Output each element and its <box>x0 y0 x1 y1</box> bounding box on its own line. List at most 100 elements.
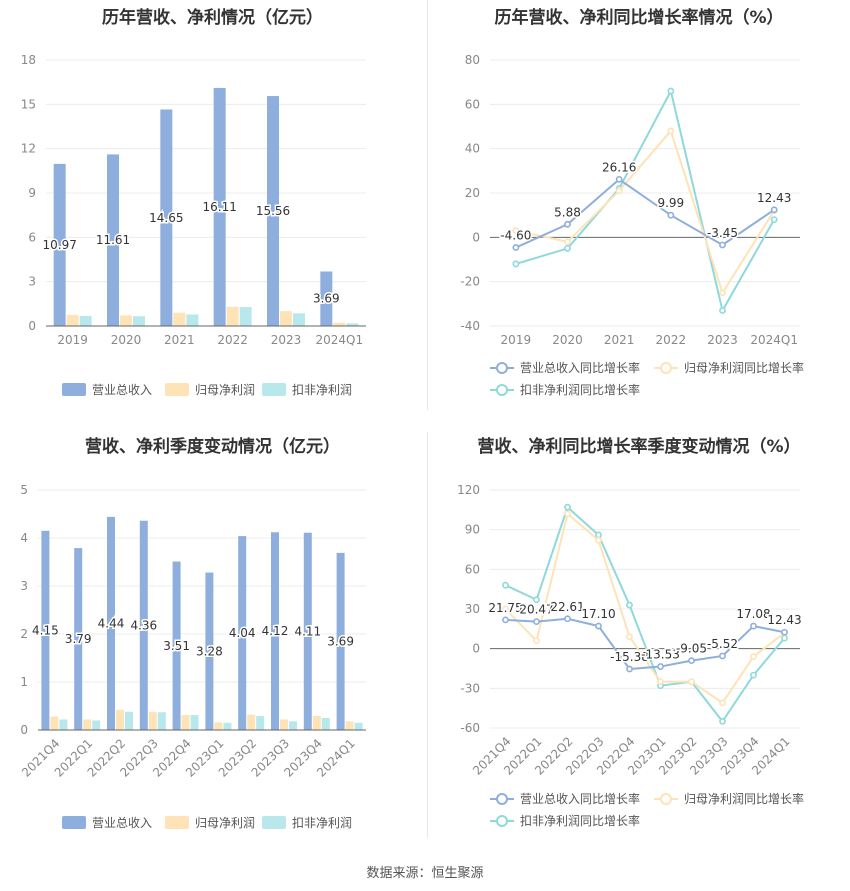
y-tick-label: 3 <box>20 579 28 593</box>
legend-marker <box>496 793 508 805</box>
series-line-deducted-profit-growth <box>505 505 786 724</box>
data-label: 4.44 <box>98 616 125 630</box>
bar-revenue <box>53 163 66 326</box>
data-label: 4.15 <box>32 623 59 637</box>
bar-net-profit <box>50 716 59 730</box>
divider <box>427 432 428 838</box>
y-tick-label: 20 <box>465 186 480 200</box>
data-label: -15.38 <box>610 650 649 664</box>
series-line-revenue-growth <box>515 178 775 249</box>
legend-label: 扣非净利润同比增长率 <box>520 382 640 397</box>
bar-deducted-profit <box>190 715 199 730</box>
data-point <box>781 628 788 636</box>
bar-net-profit <box>280 719 288 730</box>
y-tick-label: 15 <box>21 97 36 111</box>
x-tick-label: 2020 <box>111 333 142 347</box>
chart-title: 营收、净利季度变动情况（亿元） <box>85 437 340 457</box>
legend-label: 扣非净利润同比增长率 <box>520 813 640 828</box>
bar-deducted-profit <box>289 721 297 730</box>
y-tick-label: 9 <box>28 186 36 200</box>
data-point <box>502 581 509 589</box>
bar-deducted-profit <box>223 722 232 730</box>
bar-deducted-profit <box>79 315 92 326</box>
data-point <box>533 618 540 626</box>
legend-marker <box>496 384 508 396</box>
bar-revenue <box>238 536 247 730</box>
x-tick-label: 2023 <box>271 333 302 347</box>
data-label: 14.65 <box>149 211 183 225</box>
x-tick-label: 2019 <box>57 333 88 347</box>
bar-deducted-profit <box>256 716 265 730</box>
y-tick-label: 40 <box>465 142 480 156</box>
data-point <box>626 633 633 641</box>
data-point <box>719 699 726 707</box>
bar-revenue <box>205 572 214 730</box>
data-label: 3.69 <box>313 292 340 306</box>
y-tick-label: 80 <box>465 53 480 67</box>
data-label: 10.97 <box>42 238 76 252</box>
bar-net-profit <box>173 312 186 326</box>
data-label: 17.10 <box>581 607 615 621</box>
legend-swatch <box>262 383 286 396</box>
bar-deducted-profit <box>354 722 363 730</box>
bar-revenue <box>160 109 173 326</box>
y-tick-label: 1 <box>20 675 28 689</box>
data-point <box>564 245 571 252</box>
data-point <box>750 671 757 679</box>
y-tick-label: 0 <box>472 230 480 244</box>
legend-marker <box>496 815 508 827</box>
data-label: 5.88 <box>554 205 581 219</box>
data-point <box>595 622 602 630</box>
data-point <box>626 601 633 609</box>
bar-net-profit <box>247 714 256 730</box>
y-tick-label: -40 <box>460 319 480 333</box>
y-tick-label: 60 <box>465 97 480 111</box>
legend-label: 营业总收入同比增长率 <box>520 360 640 375</box>
data-label: -13.53 <box>641 648 680 662</box>
data-label: 22.61 <box>550 600 584 614</box>
data-label: 21.75 <box>488 601 522 615</box>
data-point <box>667 127 675 135</box>
data-label: -9.05 <box>676 642 707 656</box>
data-label: 4.12 <box>262 624 289 638</box>
x-tick-label: 2020 <box>552 333 583 347</box>
data-point <box>626 665 633 673</box>
bar-deducted-profit <box>125 711 133 730</box>
data-label: 4.36 <box>130 618 157 632</box>
y-tick-label: 30 <box>465 602 480 616</box>
y-tick-label: -20 <box>460 275 480 289</box>
data-label: 3.28 <box>196 644 223 658</box>
y-tick-label: 6 <box>28 230 36 244</box>
legend-swatch <box>62 816 86 829</box>
data-point <box>657 663 664 670</box>
bar-deducted-profit <box>186 314 199 326</box>
x-tick-label: 2024Q1 <box>750 333 798 347</box>
data-point <box>781 634 788 642</box>
legend-swatch <box>262 816 286 829</box>
data-point <box>564 220 571 228</box>
bar-deducted-profit <box>293 313 305 326</box>
data-point <box>750 653 757 660</box>
data-point <box>533 637 540 645</box>
series-line-deducted-profit-growth <box>515 88 776 314</box>
x-tick-label: 2021 <box>604 333 635 347</box>
x-tick-label: 2022 <box>656 333 687 347</box>
data-point <box>770 206 778 214</box>
quarterly-growth-chart: -60-3003060901202021Q42022Q12022Q22022Q3… <box>457 483 804 828</box>
bar-revenue <box>107 516 115 730</box>
y-tick-label: 60 <box>465 562 480 576</box>
data-label: 3.69 <box>327 634 354 648</box>
bar-net-profit <box>214 722 223 730</box>
data-point <box>667 211 675 219</box>
data-label: 11.61 <box>96 233 130 247</box>
legend-label: 扣非净利润 <box>292 816 352 830</box>
legend-label: 营业总收入 <box>92 383 152 397</box>
data-point <box>667 87 675 95</box>
data-label: 12.43 <box>767 613 801 627</box>
chart-panel-quarterly-revenue: 营收、净利季度变动情况（亿元） 0 1 2 3 4 5 2021Q4 2022Q1 2022Q2… <box>0 428 425 848</box>
series-line-revenue-growth <box>505 617 785 671</box>
y-tick-label: 0 <box>472 642 480 656</box>
legend-label: 归母净利润同比增长率 <box>684 791 804 806</box>
x-tick-label: 2019 <box>501 333 532 347</box>
annual-revenue-chart: 0 3 6 9 12 15 18 2019 2020 2021 2022 2023 2024Q1 10.9… <box>21 53 366 397</box>
